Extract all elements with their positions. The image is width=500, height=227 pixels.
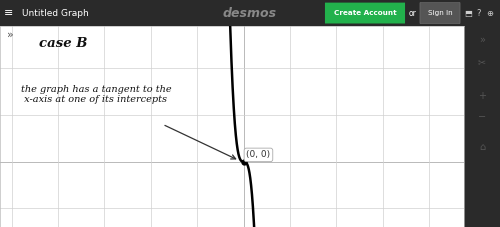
Text: the graph has a tangent to the
 x-axis at one of its intercepts: the graph has a tangent to the x-axis at… [21, 84, 172, 104]
Text: »: » [479, 35, 485, 45]
Text: case B: case B [40, 37, 88, 50]
Text: Untitled Graph: Untitled Graph [22, 9, 89, 17]
FancyBboxPatch shape [420, 2, 460, 23]
Text: ⌂: ⌂ [479, 142, 485, 152]
Text: ?: ? [477, 9, 481, 17]
Text: desmos: desmos [223, 7, 277, 20]
Text: ⬒: ⬒ [464, 9, 472, 17]
Text: +: + [478, 91, 486, 101]
Text: or: or [409, 9, 417, 17]
Text: ⊕: ⊕ [486, 9, 494, 17]
FancyBboxPatch shape [325, 2, 405, 23]
Text: ≡: ≡ [4, 8, 14, 18]
Text: Create Account: Create Account [334, 10, 396, 15]
Text: Sign In: Sign In [428, 10, 452, 15]
Text: −: − [478, 111, 486, 121]
Text: (0, 0): (0, 0) [246, 151, 270, 159]
Text: »: » [7, 30, 14, 40]
Text: ✂: ✂ [478, 57, 486, 67]
